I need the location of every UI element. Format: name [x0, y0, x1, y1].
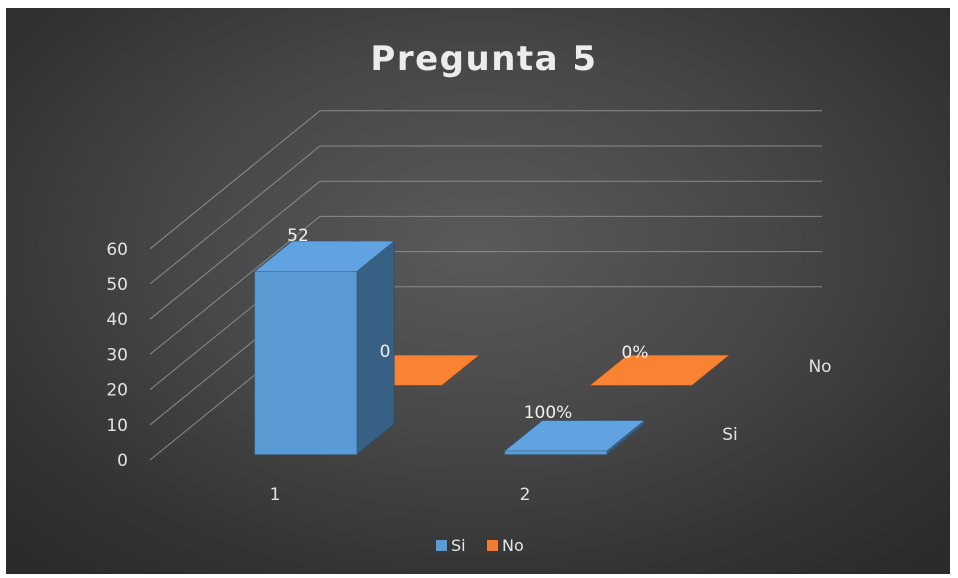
y-tick-label: 50 [106, 275, 128, 295]
legend-swatch [487, 540, 498, 551]
legend-swatch [436, 540, 447, 551]
gridlines [149, 110, 822, 461]
bar-si-1 [253, 240, 396, 456]
depth-category-label: No [808, 357, 831, 377]
data-label: 0% [622, 343, 649, 363]
y-tick-label: 0 [117, 451, 128, 471]
gridline-side [149, 145, 321, 285]
bar-front [254, 271, 358, 455]
depth-category-label: Si [722, 425, 738, 445]
x-category-label: 2 [520, 485, 531, 505]
y-tick-label: 60 [106, 240, 128, 260]
data-label: 100% [524, 403, 573, 423]
depth-axis-categories: Si No [722, 357, 831, 445]
y-tick-label: 10 [106, 416, 128, 436]
y-tick-label: 20 [106, 381, 128, 401]
bar-front [504, 450, 608, 455]
legend: Si No [436, 536, 524, 555]
data-labels: 0 0% 52 100% [287, 226, 648, 423]
gridline-side [149, 180, 321, 320]
data-label: 52 [287, 226, 309, 246]
data-label: 0 [380, 342, 391, 362]
bar-no-2 [588, 354, 731, 386]
bar-top [588, 354, 731, 386]
bar-si-2 [503, 419, 646, 456]
bar-top [503, 420, 646, 452]
chart-area [6, 8, 950, 574]
bars [253, 240, 731, 456]
y-axis-ticks: 0 10 20 30 40 50 60 [106, 240, 128, 471]
x-category-label: 1 [270, 485, 281, 505]
y-tick-label: 40 [106, 310, 128, 330]
legend-item-si: Si [436, 536, 466, 555]
gridline-side [149, 110, 321, 250]
legend-label: No [502, 536, 524, 555]
y-tick-label: 30 [106, 345, 128, 365]
chart-title: Pregunta 5 [370, 39, 597, 79]
gridline-side [149, 216, 321, 355]
legend-item-no: No [487, 536, 524, 555]
legend-label: Si [451, 536, 466, 555]
